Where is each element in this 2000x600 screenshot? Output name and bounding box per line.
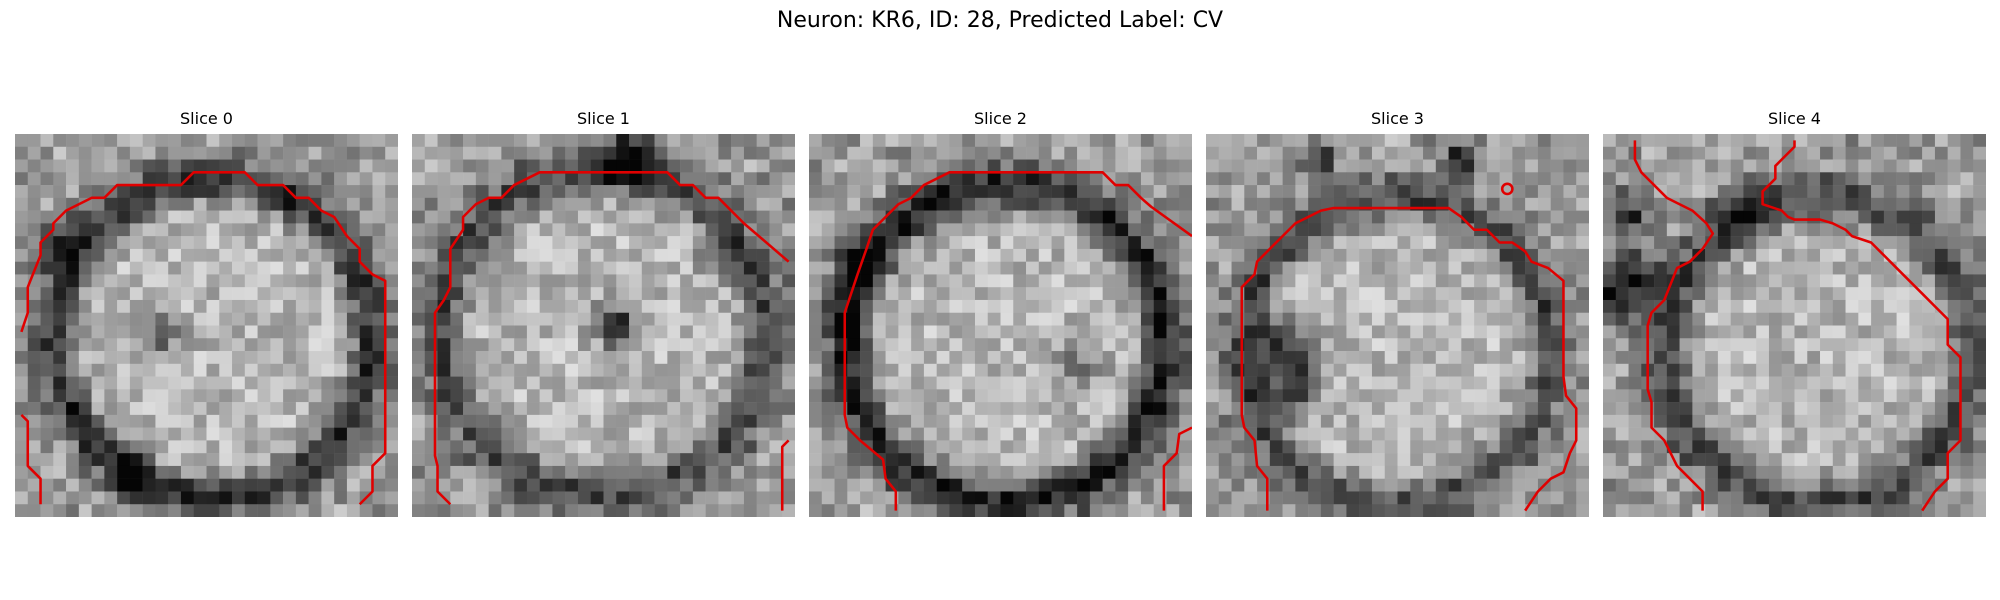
- slice-title: Slice 3: [1371, 109, 1424, 128]
- contour-line: [433, 171, 790, 506]
- slice-title: Slice 4: [1768, 109, 1821, 128]
- slice-image: [15, 134, 398, 517]
- slice-image: [1603, 134, 1986, 517]
- contour-line: [20, 171, 387, 506]
- contour-ring: [1500, 182, 1514, 196]
- contour-line: [843, 171, 1192, 511]
- slice-panel-0: Slice 0: [15, 108, 398, 517]
- slice-title: Slice 0: [180, 109, 233, 128]
- contour-line: [780, 439, 790, 511]
- contour-line: [1162, 426, 1192, 511]
- slice-title: Slice 2: [974, 109, 1027, 128]
- slice-panel-1: Slice 1: [412, 108, 795, 517]
- figure-title: Neuron: KR6, ID: 28, Predicted Label: CV: [776, 8, 1224, 33]
- slice-panel-3: Slice 3: [1206, 108, 1589, 517]
- slice-image: [809, 134, 1192, 517]
- slice-image: [1206, 134, 1589, 517]
- slice-panel-2: Slice 2: [809, 108, 1192, 517]
- contour-line: [20, 413, 42, 505]
- slice-panel-4: Slice 4: [1603, 108, 1986, 517]
- slice-title: Slice 1: [577, 109, 630, 128]
- contour-line: [1633, 140, 1715, 511]
- contour-line: [1240, 206, 1578, 512]
- slice-image: [412, 134, 795, 517]
- contour-line: [1761, 140, 1962, 512]
